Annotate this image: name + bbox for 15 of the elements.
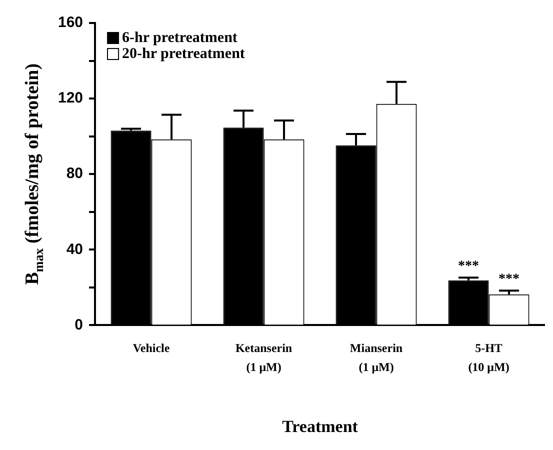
annotation: *** (458, 259, 480, 274)
x-tick-label: 5-HT (10 μM) (468, 340, 510, 374)
y-tick-label: 0 (74, 316, 84, 334)
y-tick-label: 160 (58, 14, 84, 32)
annotation: *** (498, 272, 520, 288)
y-tick-label: 40 (66, 240, 84, 258)
legend-label: 20-hr pretreatment (122, 46, 245, 62)
y-tick-label: 120 (58, 90, 84, 107)
x-tick-label: Mianserin (1 μM) (350, 340, 403, 374)
y-tick-label: 80 (66, 165, 84, 182)
x-axis-title: Treatment (282, 417, 358, 436)
y-axis-title: Bmax (fmoles/mg of protein) (22, 63, 46, 285)
x-tick-label: Ketanserin (1 μM) (235, 340, 292, 374)
x-tick-label: Vehicle (132, 340, 170, 355)
legend-label: 6-hr pretreatment (122, 30, 238, 46)
